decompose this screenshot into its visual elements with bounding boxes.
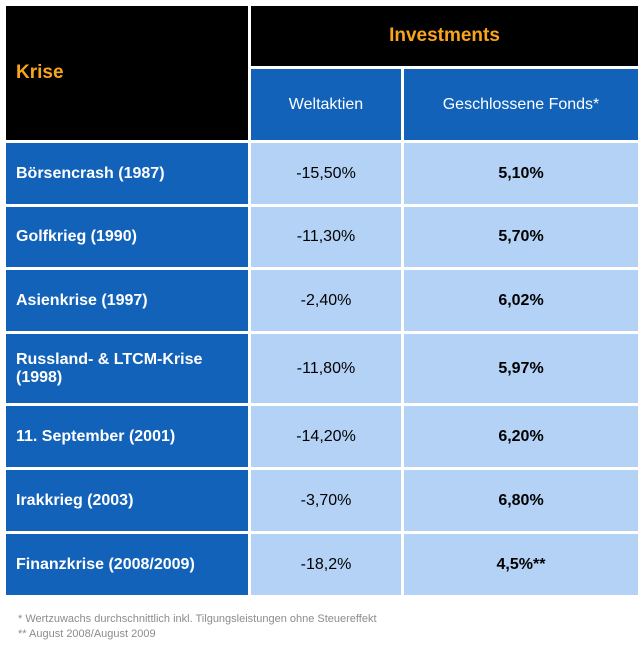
row-label: Golfkrieg (1990) xyxy=(6,207,248,267)
row-weltaktien: -2,40% xyxy=(251,270,401,331)
footnote-zeitraum: ** August 2008/August 2009 xyxy=(18,628,156,640)
row-weltaktien: -3,70% xyxy=(251,470,401,531)
row-label: Finanzkrise (2008/2009) xyxy=(6,534,248,595)
row-fonds: 6,02% xyxy=(404,270,638,331)
row-fonds: 6,80% xyxy=(404,470,638,531)
footnote-tilgung: * Wertzuwachs durchschnittlich inkl. Til… xyxy=(18,613,377,625)
row-label: Irakkrieg (2003) xyxy=(6,470,248,531)
row-weltaktien: -18,2% xyxy=(251,534,401,595)
row-weltaktien: -11,80% xyxy=(251,334,401,403)
header-krise: Krise xyxy=(6,6,248,140)
row-label: Börsencrash (1987) xyxy=(6,143,248,204)
row-fonds: 5,70% xyxy=(404,207,638,267)
header-investments: Investments xyxy=(251,6,638,66)
header-weltaktien: Weltaktien xyxy=(251,69,401,140)
row-weltaktien: -14,20% xyxy=(251,406,401,467)
row-label: Asienkrise (1997) xyxy=(6,270,248,331)
row-label: Russland- & LTCM-Krise (1998) xyxy=(6,334,248,403)
row-label: 11. September (2001) xyxy=(6,406,248,467)
row-fonds: 4,5%** xyxy=(404,534,638,595)
row-weltaktien: -11,30% xyxy=(251,207,401,267)
row-fonds: 5,10% xyxy=(404,143,638,204)
row-fonds: 6,20% xyxy=(404,406,638,467)
row-fonds: 5,97% xyxy=(404,334,638,403)
header-geschlossene-fonds: Geschlossene Fonds* xyxy=(404,69,638,140)
row-weltaktien: -15,50% xyxy=(251,143,401,204)
